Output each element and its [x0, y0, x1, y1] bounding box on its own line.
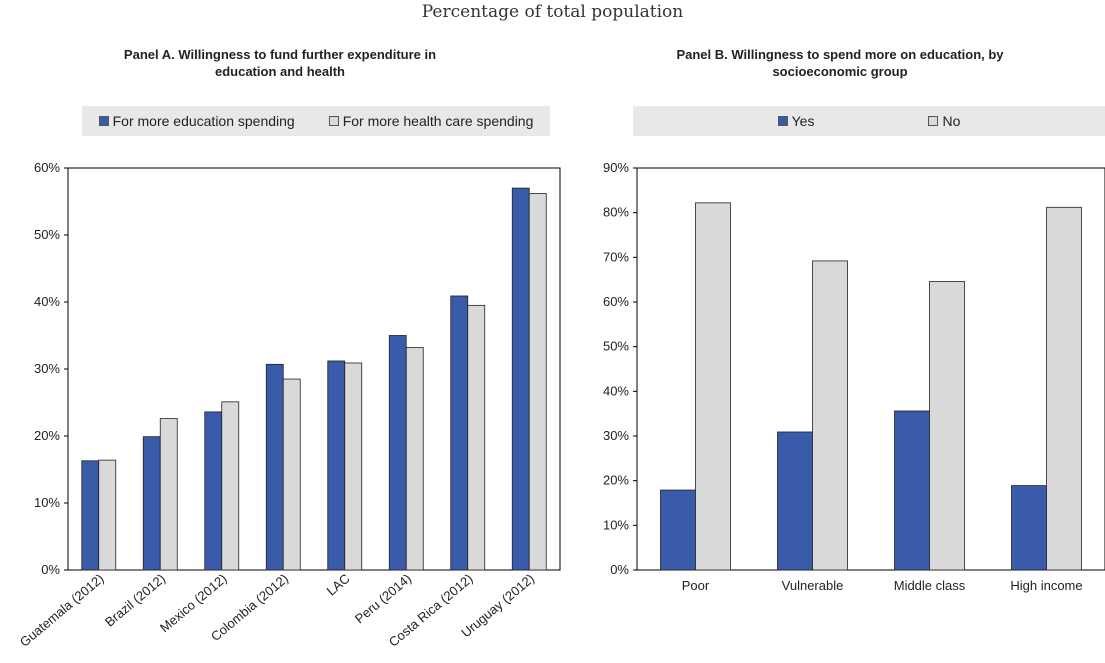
legend-item-no: No — [928, 113, 960, 129]
bar-yes-middle-class — [894, 410, 930, 571]
panel-a-title-line-2: education and health — [214, 64, 345, 79]
panel-b-title-line-2: socioeconomic group — [772, 64, 908, 79]
bar-for-more-education-spending-guatemala-2012 — [81, 460, 100, 571]
y-tick-label: 20% — [603, 473, 629, 488]
y-tick-label: 50% — [603, 339, 629, 354]
bar-no-vulnerable — [812, 260, 848, 571]
x-tick-label: Poor — [682, 578, 710, 593]
y-tick-label: 60% — [603, 294, 629, 309]
bar-for-more-education-spending-lac — [327, 360, 346, 571]
panel-b-legend: Yes No — [633, 106, 1105, 136]
y-tick-label: 40% — [34, 294, 60, 309]
bar-no-high-income — [1046, 206, 1082, 571]
x-tick-label: Brazil (2012) — [102, 571, 168, 630]
x-tick-label: LAC — [324, 571, 353, 599]
y-tick-label: 0% — [610, 562, 629, 577]
legend-label-education: For more education spending — [112, 113, 295, 129]
legend-label-health: For more health care spending — [342, 113, 534, 129]
panel-a-title-line-1: Panel A. Willingness to fund further exp… — [123, 47, 437, 62]
legend-label-no: No — [942, 113, 961, 129]
bar-for-more-health-care-spending-guatemala-2012 — [98, 459, 117, 571]
legend-item-education: For more education spending — [98, 113, 295, 129]
panel-b-title-line-1: Panel B. Willingness to spend more on ed… — [676, 47, 1004, 62]
panel-a: Panel A. Willingness to fund further exp… — [0, 46, 561, 650]
bar-for-more-health-care-spending-lac — [344, 362, 363, 571]
y-tick-label: 80% — [603, 205, 629, 220]
plot-frame — [636, 167, 1105, 571]
bar-for-more-health-care-spending-mexico-2012 — [221, 401, 240, 571]
bar-for-more-education-spending-uruguay-2012 — [511, 187, 530, 571]
legend-item-yes: Yes — [777, 113, 815, 129]
bar-for-more-education-spending-colombia-2012 — [265, 363, 284, 571]
x-tick-label: Peru (2014) — [352, 571, 414, 627]
x-tick-label: High income — [1010, 578, 1082, 593]
panel-a-title: Panel A. Willingness to fund further exp… — [0, 46, 560, 80]
legend-item-health: For more health care spending — [328, 113, 534, 129]
bar-yes-poor — [660, 489, 696, 571]
y-tick-label: 10% — [603, 517, 629, 532]
bar-for-more-health-care-spending-colombia-2012 — [282, 378, 301, 571]
x-tick-label: Middle class — [894, 578, 966, 593]
bar-no-poor — [695, 202, 731, 571]
legend-swatch-no — [928, 116, 939, 126]
panel-b-title: Panel B. Willingness to spend more on ed… — [575, 46, 1105, 80]
y-tick-label: 50% — [34, 227, 60, 242]
y-tick-label: 60% — [34, 160, 60, 175]
bar-for-more-health-care-spending-uruguay-2012 — [528, 193, 547, 571]
bar-for-more-health-care-spending-brazil-2012 — [159, 418, 178, 571]
bar-for-more-education-spending-costa-rica-2012 — [450, 295, 469, 571]
panel-b-chart: 0% 10% 20% 30% 40% 50% 60% 70% 80% 90% Poor Vulnera… — [603, 160, 1105, 593]
legend-swatch-yes — [777, 116, 788, 126]
y-tick-label: 40% — [603, 383, 629, 398]
y-tick-label: 70% — [603, 249, 629, 264]
bar-yes-vulnerable — [777, 431, 813, 571]
y-tick-label: 30% — [603, 428, 629, 443]
bar-no-middle-class — [929, 281, 965, 571]
figure-subtitle: Percentage of total population — [421, 2, 684, 22]
legend-swatch-education — [98, 116, 109, 126]
y-tick-label: 90% — [603, 160, 629, 175]
x-tick-label: Vulnerable — [782, 578, 844, 593]
panel-b: Panel B. Willingness to spend more on ed… — [575, 0, 1105, 663]
x-tick-label: Guatemala (2012) — [17, 571, 107, 650]
panel-a-chart: 0% 10% 20% 30% 40% 50% 60% Guatemala (2012)Braz… — [17, 160, 561, 650]
bar-yes-high-income — [1011, 485, 1047, 571]
y-tick-label: 30% — [34, 361, 60, 376]
bar-for-more-education-spending-peru-2014 — [388, 335, 407, 571]
legend-swatch-health — [328, 116, 339, 126]
bar-for-more-health-care-spending-peru-2014 — [405, 347, 424, 571]
legend-label-yes: Yes — [791, 113, 815, 129]
panel-a-legend: For more education spending For more hea… — [82, 106, 550, 136]
y-tick-label: 20% — [34, 428, 60, 443]
bar-for-more-education-spending-mexico-2012 — [204, 411, 223, 571]
plot-frame — [67, 167, 561, 571]
bar-for-more-health-care-spending-costa-rica-2012 — [467, 304, 486, 571]
y-tick-label: 0% — [41, 562, 60, 577]
bar-for-more-education-spending-brazil-2012 — [142, 436, 161, 571]
y-tick-label: 10% — [34, 495, 60, 510]
